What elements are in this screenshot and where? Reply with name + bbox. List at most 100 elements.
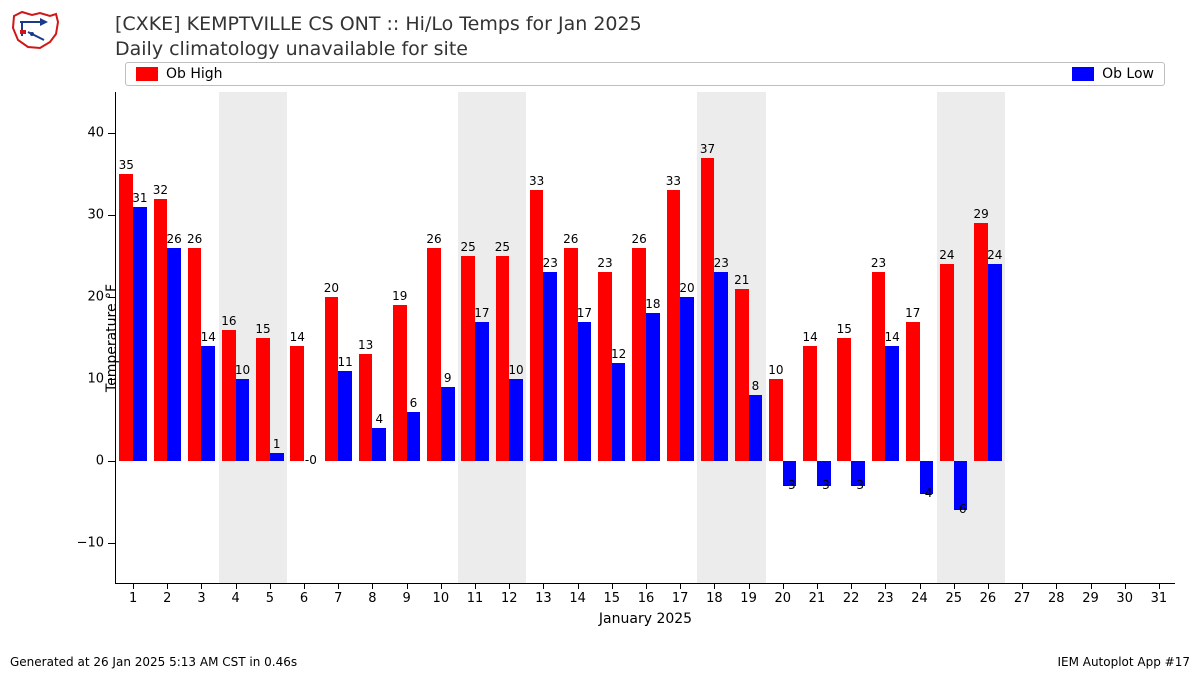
x-tick-label: 4 [232,591,240,606]
x-tick-label: 30 [1116,591,1133,606]
x-tick-label: 14 [569,591,586,606]
low-bar-label: 12 [611,347,626,361]
x-tick [236,583,237,589]
low-bar-label: 10 [235,363,250,377]
high-bar-label: 33 [529,174,544,188]
high-bar-label: 15 [837,322,852,336]
low-bar-label: 6 [410,396,418,410]
x-tick-label: 24 [911,591,928,606]
title-line-2: Daily climatology unavailable for site [115,37,642,62]
low-bar [509,379,523,461]
high-bar-label: 29 [973,207,988,221]
x-tick-label: 2 [163,591,171,606]
low-bar [646,313,660,461]
high-bar-label: 32 [153,183,168,197]
x-tick [954,583,955,589]
y-tick-label: 0 [96,454,104,469]
x-tick [509,583,510,589]
x-tick [1159,583,1160,589]
low-bar-label: 17 [474,306,489,320]
high-bar [803,346,817,461]
legend-swatch-high [136,67,158,81]
low-bar [338,371,352,461]
x-tick [270,583,271,589]
x-tick [543,583,544,589]
high-bar-label: 26 [426,232,441,246]
x-tick [783,583,784,589]
x-tick [988,583,989,589]
x-tick-label: 10 [433,591,450,606]
high-bar [188,248,202,461]
x-tick [167,583,168,589]
y-tick-label: 30 [87,208,104,223]
x-tick-label: 23 [877,591,894,606]
x-tick [441,583,442,589]
x-tick-label: 18 [706,591,723,606]
low-bar-label: 23 [543,256,558,270]
low-bar-label: -6 [955,502,967,516]
high-bar-label: 37 [700,142,715,156]
x-tick-label: 11 [467,591,484,606]
x-tick-label: 25 [945,591,962,606]
x-tick [1056,583,1057,589]
x-tick-label: 20 [774,591,791,606]
low-bar-label: 11 [337,355,352,369]
x-tick-label: 29 [1082,591,1099,606]
x-tick-label: 27 [1014,591,1031,606]
high-bar-label: 14 [290,330,305,344]
high-bar [530,190,544,461]
x-tick-label: 7 [334,591,342,606]
high-bar-label: 15 [255,322,270,336]
low-bar [270,453,284,461]
high-bar [632,248,646,461]
high-bar [906,322,920,461]
high-bar-label: 20 [324,281,339,295]
legend-item-high: Ob High [136,66,223,82]
high-bar-label: 26 [187,232,202,246]
y-axis-label: Temperature °F [104,283,120,391]
y-tick [108,133,116,134]
high-bar-label: 25 [495,240,510,254]
high-bar [119,174,133,461]
high-bar [564,248,578,461]
y-tick-label: −10 [77,536,104,551]
x-tick [851,583,852,589]
x-tick [1022,583,1023,589]
title-line-1: [CXKE] KEMPTVILLE CS ONT :: Hi/Lo Temps … [115,12,642,37]
high-bar [940,264,954,461]
x-tick [372,583,373,589]
chart-area: Ob High Ob Low Temperature °F January 20… [115,62,1175,627]
y-tick-label: 40 [87,126,104,141]
x-axis-label: January 2025 [599,611,692,627]
low-bar-label: 14 [201,330,216,344]
low-bar [680,297,694,461]
y-tick [108,215,116,216]
legend-item-low: Ob Low [1072,66,1154,82]
chart-title: [CXKE] KEMPTVILLE CS ONT :: Hi/Lo Temps … [115,12,642,61]
low-bar-label: 4 [375,412,383,426]
x-tick-label: 16 [638,591,655,606]
x-tick [1125,583,1126,589]
x-tick [680,583,681,589]
low-bar-label: -0 [305,453,317,467]
high-bar [325,297,339,461]
high-bar-label: 25 [461,240,476,254]
x-tick [646,583,647,589]
x-tick-label: 17 [672,591,689,606]
low-bar-label: 23 [714,256,729,270]
y-tick [108,379,116,380]
low-bar [441,387,455,461]
high-bar [256,338,270,461]
high-bar [837,338,851,461]
x-tick [749,583,750,589]
high-bar-label: 19 [392,289,407,303]
low-bar [133,207,147,461]
x-tick-label: 6 [300,591,308,606]
high-bar [598,272,612,461]
low-bar-label: 8 [752,379,760,393]
x-tick-label: 21 [809,591,826,606]
low-bar-label: 20 [679,281,694,295]
high-bar [974,223,988,461]
x-tick [201,583,202,589]
low-bar-label: 31 [132,191,147,205]
